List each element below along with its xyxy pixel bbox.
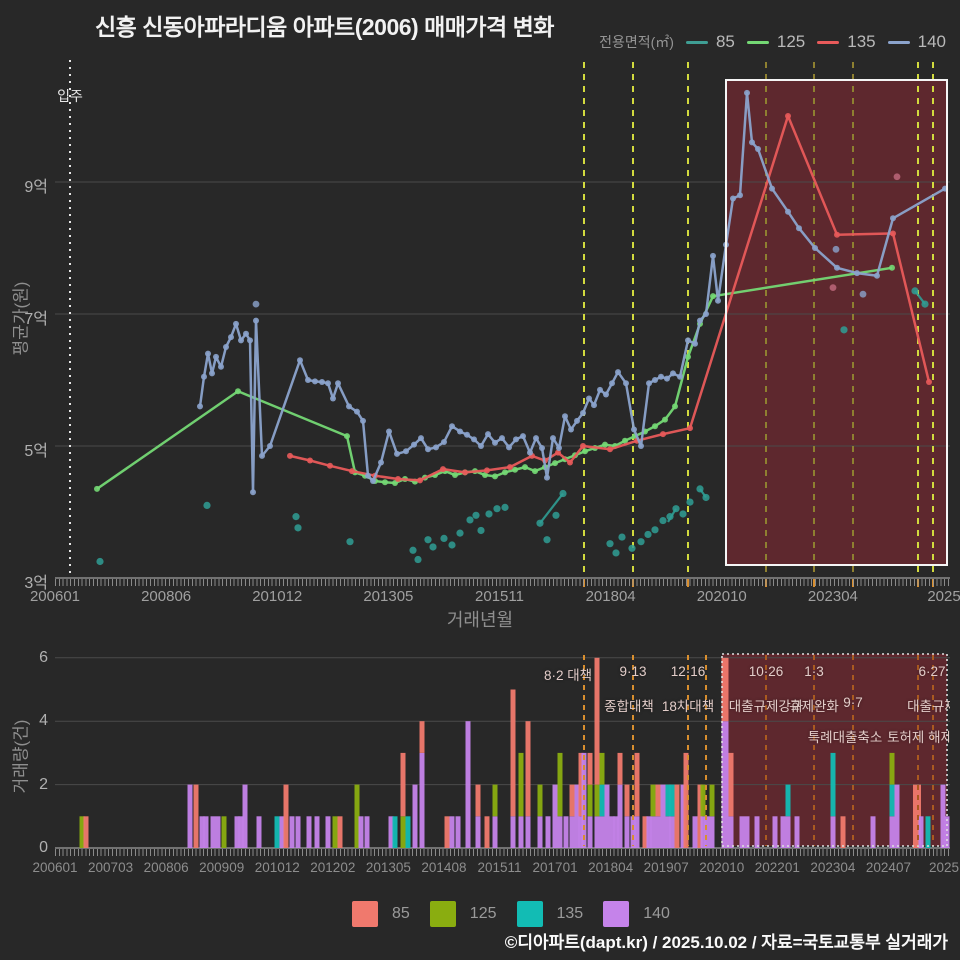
volume-x-tick-label: 201012 (254, 860, 300, 875)
volume-x-tick-label: 201202 (310, 860, 356, 875)
legend-swatch-140 (603, 901, 630, 927)
legend-item-label: 140 (643, 905, 670, 922)
volume-y-tick-label: 2 (39, 775, 48, 793)
price-y-tick-label: 9억 (24, 179, 48, 196)
price-x-tick-label: 2025 (927, 588, 960, 605)
volume-chart (55, 653, 950, 849)
legend-swatch-125 (429, 901, 456, 927)
volume-x-tick-label: 201804 (588, 860, 634, 875)
x-axis-title: 거래년월 (446, 610, 514, 630)
volume-y-tick-label: 6 (39, 648, 48, 666)
price-x-tick-label: 200806 (141, 588, 192, 605)
price-x-tick-label: 202304 (807, 588, 858, 605)
legend-swatch-135 (516, 901, 543, 927)
legend-item-label: 140 (917, 32, 946, 51)
price-x-tick-label: 200601 (29, 588, 81, 605)
legend-line-swatch-135 (817, 40, 840, 44)
legend-item-85[interactable]: 85 (352, 901, 410, 927)
legend-item-135[interactable]: 135 (817, 32, 876, 52)
volume-legend: 85 125 135 140 (352, 901, 670, 927)
price-x-tick-label: 201511 (475, 588, 524, 605)
legend-item-label: 135 (556, 905, 584, 922)
volume-x-tick-label: 200806 (143, 860, 189, 875)
legend-swatch-85 (352, 901, 378, 927)
legend-item-125[interactable]: 125 (746, 32, 806, 52)
legend-line-swatch-85 (685, 40, 708, 44)
volume-x-tick-label: 201511 (477, 860, 522, 875)
volume-x-tick-label: 202304 (810, 860, 856, 875)
volume-x-tick-label: 202407 (865, 860, 911, 875)
volume-x-tick-label: 201305 (365, 860, 411, 875)
price-legend-title: 전용면적(㎡) (599, 34, 674, 50)
volume-y-tick-label: 0 (39, 839, 48, 856)
price-y-axis-title: 평균가(원) (11, 281, 31, 356)
price-chart (55, 60, 950, 587)
volume-x-tick-comb (55, 849, 950, 856)
volume-y-axis-title: 거래량(건) (11, 719, 31, 794)
price-x-tick-label: 201804 (585, 588, 636, 605)
volume-x-tick-label: 202201 (754, 860, 800, 875)
volume-x-tick-label: 201408 (421, 860, 467, 875)
legend-item-label: 135 (847, 32, 876, 51)
legend-item-125[interactable]: 125 (429, 901, 497, 927)
legend-item-140[interactable]: 140 (603, 901, 670, 927)
legend-item-135[interactable]: 135 (516, 901, 584, 927)
legend-item-140[interactable]: 140 (887, 32, 946, 52)
legend-line-swatch-140 (887, 40, 910, 44)
price-x-tick-comb (55, 579, 950, 586)
page-title: 신흥 신동아파라디움 아파트(2006) 매매가격 변화 (95, 14, 554, 40)
volume-x-tick-label: 201701 (532, 860, 578, 875)
legend-item-label: 125 (469, 905, 497, 922)
credit-footer: ©디아파트(dapt.kr) / 2025.10.02 / 자료=국토교통부 실… (504, 933, 948, 952)
legend-item-85[interactable]: 85 (685, 32, 735, 52)
legend-item-label: 85 (715, 32, 735, 51)
price-y-tick-label: 5억 (24, 443, 48, 460)
legend-item-label: 125 (776, 32, 806, 51)
price-x-tick-label: 201305 (363, 588, 414, 605)
legend-item-label: 85 (392, 905, 410, 922)
volume-x-tick-label: 200703 (88, 860, 134, 875)
volume-x-tick-label: 200909 (199, 860, 245, 875)
price-x-tick-label: 202010 (696, 588, 747, 605)
volume-y-tick-label: 4 (39, 712, 48, 730)
volume-x-tick-label: 200601 (32, 860, 78, 875)
volume-x-tick-label: 202010 (699, 860, 745, 875)
volume-x-tick-label: 201907 (643, 860, 689, 875)
price-y-tick-label: 7억 (24, 311, 48, 328)
volume-x-tick-label: 2025 (928, 860, 960, 875)
move-in-label: 입주 (57, 88, 83, 104)
legend-line-swatch-125 (746, 40, 769, 44)
price-x-tick-label: 201012 (252, 588, 303, 605)
price-legend: 전용면적(㎡) 85 125 135 140 (599, 32, 946, 52)
price-y-tick-label: 3억 (24, 575, 48, 592)
